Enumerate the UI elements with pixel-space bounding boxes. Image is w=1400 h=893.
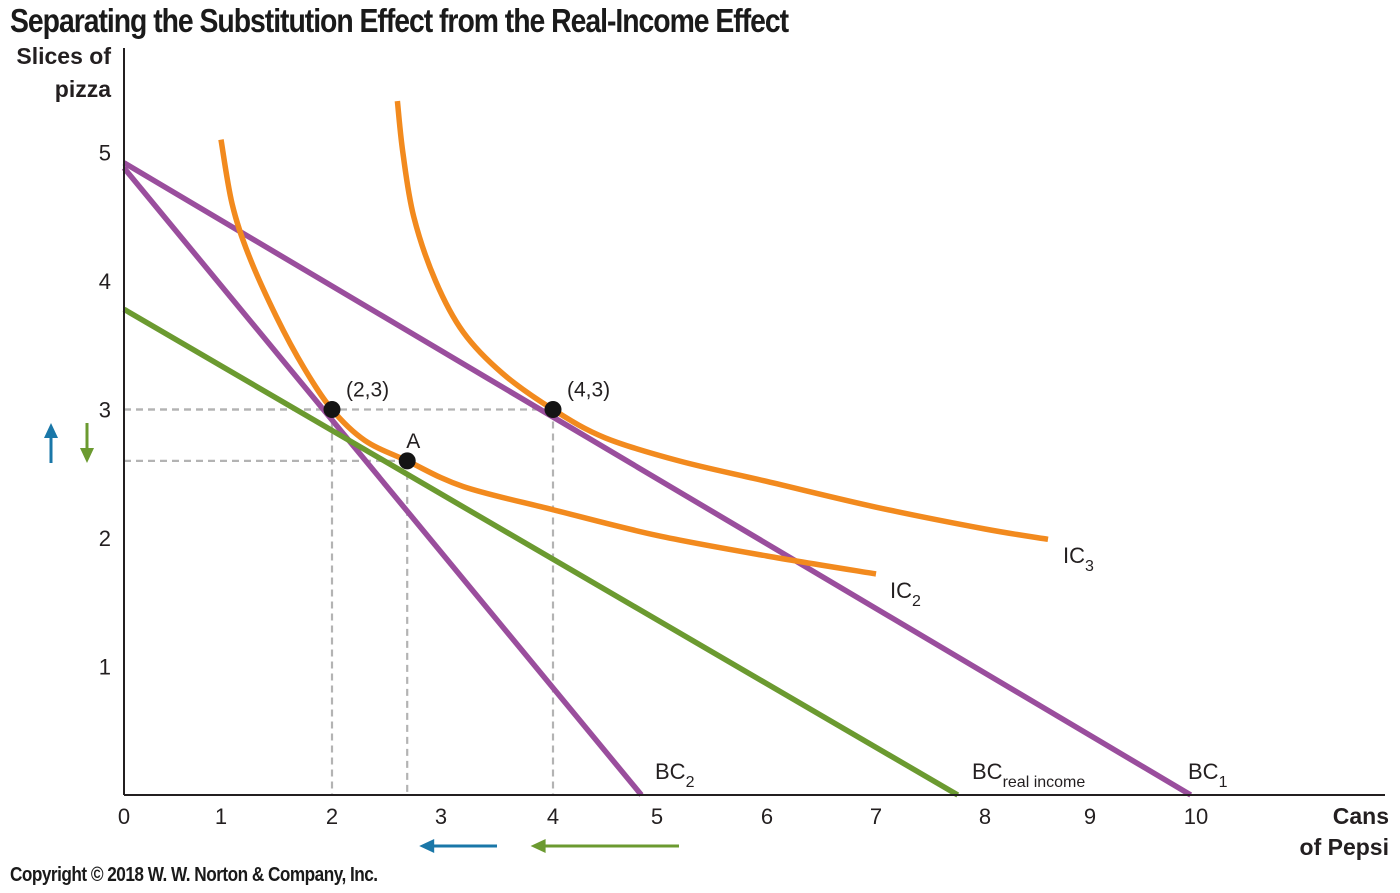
x-tick-label: 0 [118, 804, 130, 829]
series-bc-1-line [122, 160, 1193, 798]
point-marker [544, 401, 562, 418]
x-tick-label: 5 [651, 804, 663, 829]
x-tick-label: 3 [435, 804, 447, 829]
x-axis-label-line2: of Pepsi [1300, 834, 1389, 860]
series-bc-real-income-line [122, 306, 960, 798]
effect-arrows [44, 423, 679, 853]
substitution-effect-pizza-arrow-head [44, 423, 58, 438]
x-tick-label: 2 [326, 804, 338, 829]
x-tick-label: 9 [1084, 804, 1096, 829]
series-ic-3-label: IC3 [1063, 543, 1094, 575]
series-bc-1-label: BC1 [1188, 759, 1228, 791]
copyright-notice: Copyright © 2018 W. W. Norton & Company,… [10, 864, 378, 886]
x-tick-label: 1 [215, 804, 227, 829]
point-label: A [406, 430, 420, 453]
y-tick-label: 3 [99, 398, 111, 423]
data-points: (2,3) (4,3) A [323, 379, 610, 470]
point-marker [398, 452, 416, 470]
series-bc-2-line [121, 166, 644, 797]
y-axis-label-line2: pizza [55, 76, 111, 102]
point-label: (4,3) [567, 379, 610, 402]
income-effect-pepsi-arrow-head [530, 839, 546, 853]
guide-lines [124, 408, 555, 795]
income-effect-pizza-arrow-head [80, 448, 94, 463]
x-tick-label: 6 [761, 804, 773, 829]
series-ic-2-line [218, 139, 877, 577]
y-axis-label-line1: Slices of [16, 43, 111, 69]
point-label: (2,3) [346, 379, 389, 402]
series-ic-3-line [394, 100, 1049, 542]
x-axis-label-line1: Cans [1333, 803, 1389, 829]
x-tick-label: 8 [979, 804, 991, 829]
x-tick-label: 7 [870, 804, 882, 829]
x-tick-label: 10 [1184, 804, 1208, 829]
y-tick-label: 4 [99, 269, 111, 294]
axes [123, 48, 1385, 796]
y-tick-label: 1 [99, 655, 111, 680]
substitution-effect-pepsi-arrow-head [419, 839, 435, 853]
x-tick-label: 4 [547, 804, 559, 829]
series-bc-2-label: BC2 [655, 759, 695, 791]
chart-title: Separating the Substitution Effect from … [10, 2, 789, 39]
series-ic-2-label: IC2 [890, 578, 921, 610]
chart-series [121, 100, 1193, 798]
series-bc-real-income-label: BCreal income [972, 759, 1085, 791]
y-tick-label: 2 [99, 526, 111, 551]
tick-labels: 0 1 2 3 4 5 6 7 8 9 10 1 2 3 4 5 [99, 141, 1208, 830]
y-tick-label: 5 [99, 141, 111, 166]
point-marker [323, 401, 341, 418]
